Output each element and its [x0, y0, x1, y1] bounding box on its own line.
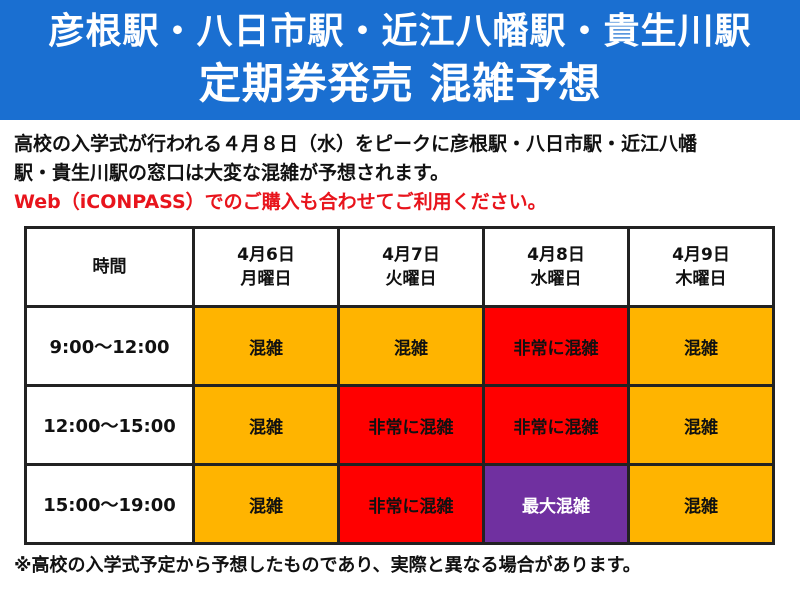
time-slot-label: 9:00～12:00	[24, 305, 195, 387]
notice-line-1: 高校の入学式が行われる４月８日（水）をピークに彦根駅・八日市駅・近江八幡	[14, 133, 698, 155]
day-date: 4月8日	[527, 245, 585, 265]
day-weekday: 月曜日	[240, 269, 292, 289]
day-header: 4月8日水曜日	[482, 226, 630, 308]
notice-text: 高校の入学式が行われる４月８日（水）をピークに彦根駅・八日市駅・近江八幡 駅・貴…	[14, 130, 786, 217]
congestion-cell: 混雑	[337, 305, 485, 387]
header-banner: 彦根駅・八日市駅・近江八幡駅・貴生川駅 定期券発売 混雑予想	[0, 0, 800, 120]
footnote: ※高校の入学式予定から予想したものであり、実際と異なる場合があります。	[14, 555, 641, 576]
congestion-cell: 非常に混雑	[482, 305, 630, 387]
day-header: 4月6日月曜日	[192, 226, 340, 308]
congestion-cell: 最大混雑	[482, 463, 630, 545]
table-row: 9:00～12:00 混雑 混雑 非常に混雑 混雑	[24, 305, 775, 387]
day-weekday: 水曜日	[530, 269, 582, 289]
congestion-cell: 混雑	[192, 384, 340, 466]
day-weekday: 木曜日	[675, 269, 727, 289]
congestion-forecast-table: 時間 4月6日月曜日 4月7日火曜日 4月8日水曜日 4月9日木曜日 9:00～…	[24, 226, 775, 545]
day-header: 4月9日木曜日	[627, 226, 775, 308]
table-row: 15:00～19:00 混雑 非常に混雑 最大混雑 混雑	[24, 463, 775, 545]
time-slot-label: 12:00～15:00	[24, 384, 195, 466]
stations-heading: 彦根駅・八日市駅・近江八幡駅・貴生川駅	[48, 11, 752, 52]
day-date: 4月9日	[672, 245, 730, 265]
day-header: 4月7日火曜日	[337, 226, 485, 308]
table-header-row: 時間 4月6日月曜日 4月7日火曜日 4月8日水曜日 4月9日木曜日	[24, 226, 775, 308]
notice-web-purchase: Web（iCONPASS）でのご購入も合わせてご利用ください。	[14, 191, 547, 213]
day-date: 4月7日	[382, 245, 440, 265]
notice-line-2: 駅・貴生川駅の窓口は大変な混雑が予想されます。	[14, 162, 450, 184]
congestion-cell: 非常に混雑	[337, 463, 485, 545]
congestion-cell: 混雑	[627, 305, 775, 387]
time-column-header: 時間	[24, 226, 195, 308]
congestion-cell: 混雑	[192, 305, 340, 387]
time-slot-label: 15:00～19:00	[24, 463, 195, 545]
day-date: 4月6日	[237, 245, 295, 265]
congestion-cell: 非常に混雑	[337, 384, 485, 466]
congestion-cell: 混雑	[627, 384, 775, 466]
congestion-cell: 混雑	[192, 463, 340, 545]
page-title: 定期券発売 混雑予想	[198, 59, 602, 108]
table-row: 12:00～15:00 混雑 非常に混雑 非常に混雑 混雑	[24, 384, 775, 466]
congestion-cell: 非常に混雑	[482, 384, 630, 466]
congestion-cell: 混雑	[627, 463, 775, 545]
day-weekday: 火曜日	[385, 269, 437, 289]
